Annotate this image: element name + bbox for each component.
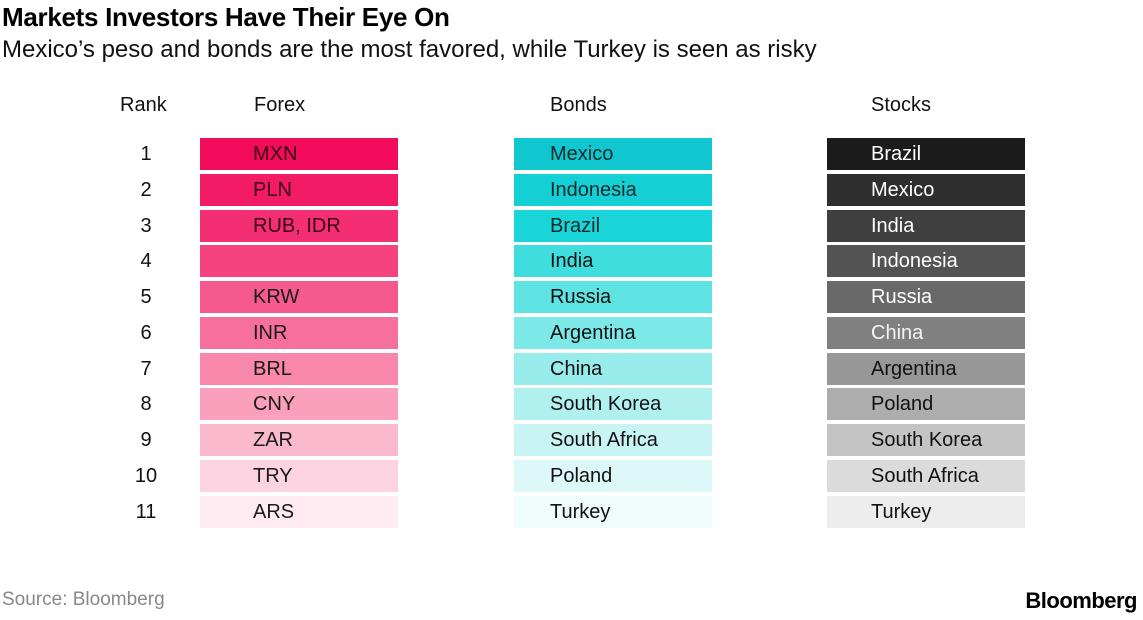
forex-cell: CNY — [200, 388, 398, 420]
forex-cell: MXN — [200, 138, 398, 170]
source-note: Source: Bloomberg — [2, 589, 165, 610]
bonds-cell: South Korea — [514, 388, 712, 420]
stocks-cell: China — [827, 317, 1025, 349]
stocks-cell: Russia — [827, 281, 1025, 313]
stocks-cell: Poland — [827, 388, 1025, 420]
bonds-cell: Poland — [514, 460, 712, 492]
rank-number: 8 — [140, 393, 152, 415]
forex-cell: INR — [200, 317, 398, 349]
stocks-cell: South Korea — [827, 424, 1025, 456]
forex-cell: KRW — [200, 281, 398, 313]
rank-number: 10 — [134, 465, 158, 487]
bonds-cell: South Africa — [514, 424, 712, 456]
bonds-cell: Argentina — [514, 317, 712, 349]
column-header-rank: Rank — [120, 94, 167, 116]
stocks-cell: Brazil — [827, 138, 1025, 170]
rank-number: 7 — [140, 358, 152, 380]
rank-number: 5 — [140, 286, 152, 308]
stocks-cell: Argentina — [827, 353, 1025, 385]
rank-number: 3 — [140, 215, 152, 237]
bonds-cell: Brazil — [514, 210, 712, 242]
chart-title: Markets Investors Have Their Eye On — [2, 2, 450, 32]
rank-number: 6 — [140, 322, 152, 344]
forex-cell: ARS — [200, 496, 398, 528]
column-header-forex: Forex — [254, 94, 306, 116]
stocks-cell: Mexico — [827, 174, 1025, 206]
bonds-cell: India — [514, 245, 712, 277]
forex-cell: BRL — [200, 353, 398, 385]
stocks-cell: Indonesia — [827, 245, 1025, 277]
stocks-cell: South Africa — [827, 460, 1025, 492]
bonds-cell: China — [514, 353, 712, 385]
forex-cell — [200, 245, 398, 277]
bonds-cell: Indonesia — [514, 174, 712, 206]
column-header-bonds: Bonds — [550, 94, 607, 116]
column-header-stocks: Stocks — [871, 94, 932, 116]
rank-number: 2 — [140, 179, 152, 201]
rank-number: 1 — [140, 143, 152, 165]
stocks-cell: India — [827, 210, 1025, 242]
forex-cell: RUB, IDR — [200, 210, 398, 242]
stocks-cell: Turkey — [827, 496, 1025, 528]
forex-cell: ZAR — [200, 424, 398, 456]
forex-cell: PLN — [200, 174, 398, 206]
bonds-cell: Russia — [514, 281, 712, 313]
bloomberg-logo: Bloomberg — [1025, 588, 1137, 613]
forex-cell: TRY — [200, 460, 398, 492]
rank-number: 4 — [140, 250, 152, 272]
bonds-cell: Turkey — [514, 496, 712, 528]
chart-subtitle: Mexico’s peso and bonds are the most fav… — [2, 36, 817, 63]
rank-number: 9 — [140, 429, 152, 451]
rank-number: 11 — [135, 501, 157, 523]
bonds-cell: Mexico — [514, 138, 712, 170]
